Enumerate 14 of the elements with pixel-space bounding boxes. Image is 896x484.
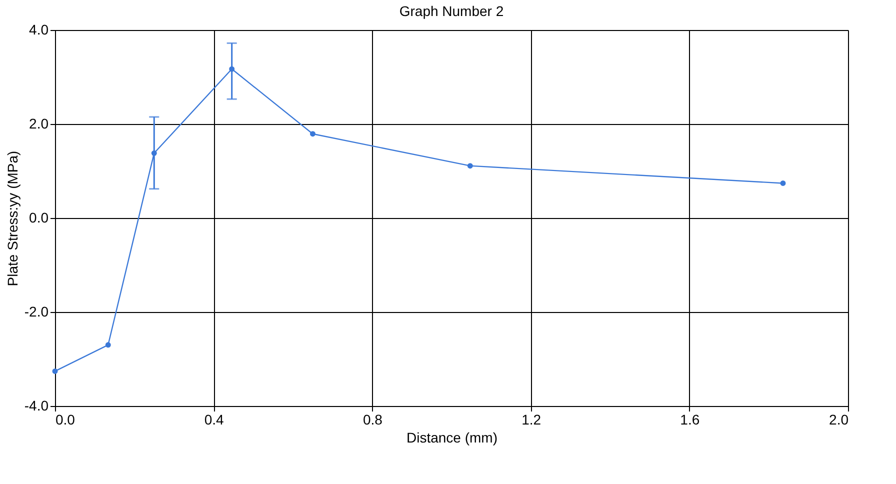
x-tick-label: 1.6: [680, 412, 700, 428]
y-tick-label: 2.0: [29, 116, 49, 132]
x-tick-label: 0.8: [362, 412, 383, 428]
y-tick-label: 0.0: [29, 210, 49, 226]
y-tick-label: -4.0: [24, 398, 49, 414]
x-tick-label: 0.0: [56, 412, 76, 428]
x-tick-label: 2.0: [829, 412, 849, 428]
y-tick-label: -2.0: [24, 304, 49, 320]
x-tick-label: 0.4: [204, 412, 224, 428]
chart-title: Graph Number 2: [399, 3, 504, 19]
y-axis-title: Plate Stress:yy (MPa): [4, 150, 20, 286]
x-tick-label: 1.2: [522, 412, 542, 428]
y-tick-label: 4.0: [29, 22, 49, 38]
x-axis-title: Distance (mm): [406, 430, 498, 446]
